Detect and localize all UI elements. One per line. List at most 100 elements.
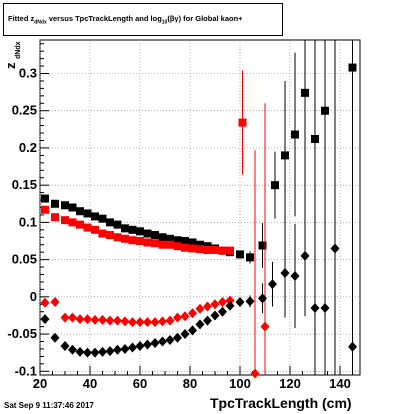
data-point-square — [258, 241, 267, 250]
data-point-square — [238, 118, 247, 127]
data-point-diamond — [225, 295, 235, 306]
data-point-diamond — [250, 368, 260, 379]
data-point-diamond — [235, 297, 245, 308]
y-tick-label: 0.3 — [19, 66, 37, 81]
x-tick-label: 20 — [33, 376, 47, 391]
data-point-diamond — [90, 347, 100, 358]
data-point-square — [121, 224, 129, 233]
series-0 — [41, 40, 357, 363]
data-point-square — [61, 201, 69, 210]
data-point-diamond — [135, 317, 145, 328]
y-tick-label: -0.1 — [15, 363, 37, 378]
data-point-square — [51, 199, 59, 208]
y-axis-label-subscript: dNdx — [15, 41, 22, 60]
data-point-diamond — [188, 325, 197, 336]
data-point-diamond — [60, 340, 70, 351]
data-point-diamond — [68, 312, 77, 323]
data-point-diamond — [165, 335, 175, 346]
data-point-square — [113, 220, 122, 229]
data-point-diamond — [260, 321, 270, 332]
data-point-diamond — [280, 268, 290, 279]
data-point-diamond — [173, 312, 182, 323]
data-point-diamond — [83, 347, 92, 358]
data-point-square — [236, 250, 244, 259]
data-point-diamond — [50, 332, 60, 343]
data-point-diamond — [348, 341, 357, 352]
data-point-square — [188, 244, 197, 253]
data-point-diamond — [158, 316, 167, 327]
data-point-diamond — [120, 316, 130, 327]
data-point-square — [158, 233, 167, 242]
data-point-square — [61, 216, 69, 225]
data-point-diamond — [203, 315, 212, 326]
data-point-diamond — [98, 346, 107, 357]
data-point-square — [203, 245, 212, 254]
y-tick-label: 0.25 — [12, 103, 37, 118]
data-point-square — [76, 220, 84, 229]
y-tick-label: 0.15 — [12, 177, 37, 192]
data-point-diamond — [83, 314, 92, 325]
data-point-diamond — [113, 315, 122, 326]
data-point-diamond — [75, 346, 85, 357]
data-point-square — [143, 238, 152, 247]
data-point-square — [121, 234, 129, 243]
data-point-diamond — [320, 303, 330, 313]
data-point-square — [136, 237, 144, 245]
data-point-diamond — [218, 306, 227, 317]
data-point-diamond — [258, 293, 267, 304]
series-3 — [40, 40, 357, 375]
data-point-diamond — [150, 317, 160, 328]
title-z-subscript: dNdx — [34, 19, 47, 26]
y-tick-label: 0.1 — [19, 214, 37, 229]
data-point-diamond — [180, 311, 190, 322]
data-point-diamond — [105, 346, 115, 357]
data-point-diamond — [75, 314, 85, 325]
data-point-square — [128, 225, 137, 234]
series-1 — [41, 70, 247, 255]
data-point-diamond — [300, 250, 310, 261]
data-point-diamond — [330, 243, 340, 254]
data-point-square — [246, 253, 254, 262]
data-point-square — [211, 245, 219, 254]
title-box: Fitted zdNdx versus TpcTrackLength and l… — [3, 3, 283, 36]
data-point-diamond — [128, 317, 137, 328]
y-axis-label-main: z — [3, 62, 18, 70]
data-point-diamond — [218, 297, 227, 308]
data-point-square — [41, 194, 49, 203]
y-tick-label: 0.2 — [19, 140, 37, 155]
data-point-diamond — [225, 300, 235, 311]
data-point-square — [106, 231, 114, 240]
x-tick-label: 120 — [279, 376, 301, 391]
data-point-square — [173, 242, 182, 251]
data-point-diamond — [98, 314, 107, 325]
title-suffix: (βγ) for Global kaon+ — [167, 14, 243, 23]
data-point-square — [151, 239, 159, 248]
data-point-diamond — [135, 340, 145, 351]
data-point-square — [196, 240, 204, 249]
data-series — [40, 40, 357, 379]
data-point-square — [218, 246, 227, 255]
data-point-square — [281, 151, 289, 160]
data-point-diamond — [245, 296, 255, 307]
data-point-square — [271, 181, 279, 190]
data-point-diamond — [143, 317, 152, 328]
data-point-diamond — [158, 336, 167, 347]
data-point-square — [106, 218, 114, 227]
data-point-diamond — [268, 279, 277, 290]
data-point-square — [291, 130, 299, 139]
data-point-diamond — [143, 339, 152, 350]
data-point-diamond — [90, 314, 100, 325]
x-tick-label: 100 — [229, 376, 251, 391]
y-axis-label: z dNdx — [3, 41, 23, 85]
x-tick-label: 60 — [133, 376, 147, 391]
chart-title: Fitted zdNdx versus TpcTrackLength and l… — [8, 14, 243, 26]
data-point-diamond — [60, 312, 70, 323]
x-tick-label: 40 — [83, 376, 97, 391]
data-point-diamond — [150, 337, 160, 348]
data-point-square — [226, 246, 234, 255]
data-point-diamond — [210, 310, 220, 321]
data-point-diamond — [290, 270, 300, 281]
title-log-subscript: 10 — [161, 19, 168, 26]
title-middle: versus TpcTrackLength and log — [46, 14, 162, 23]
